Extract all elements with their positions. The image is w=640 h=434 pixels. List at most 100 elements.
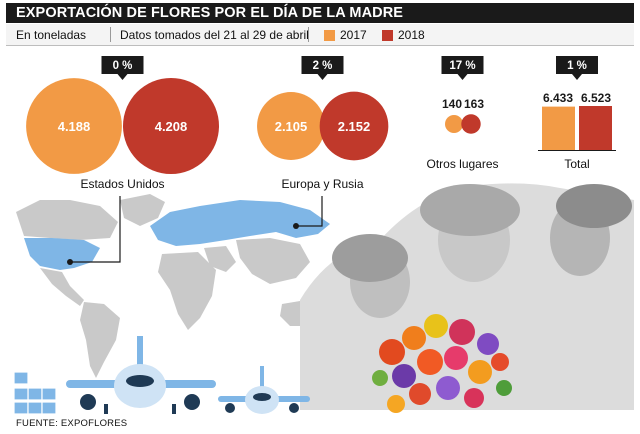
airplane-tail xyxy=(137,336,143,376)
value-2017-total: 6.433 xyxy=(543,91,573,105)
map-mexico-central-america xyxy=(40,268,84,306)
airplane-engine xyxy=(225,403,235,413)
bubble-2017-europa-rusia xyxy=(257,92,325,160)
chart-layer: 4.188 4.208 0 % Estados Unidos 2.105 2.152 2 %… xyxy=(26,56,616,191)
bubble-2018-estados-unidos xyxy=(123,78,219,174)
flower xyxy=(477,333,499,355)
map-asia xyxy=(236,238,310,284)
growth-badge-estados-unidos-box xyxy=(101,56,144,74)
growth-badge-europa-rusia-box xyxy=(301,56,344,74)
flower xyxy=(424,314,448,338)
category-label-estados-unidos: Estados Unidos xyxy=(80,177,164,191)
bubble-2018-europa-rusia xyxy=(319,91,389,161)
flower xyxy=(449,319,475,345)
flower xyxy=(436,376,460,400)
mother-children-photo xyxy=(300,183,634,410)
flower xyxy=(444,346,468,370)
value-2018-total: 6.523 xyxy=(581,91,611,105)
category-label-europa-rusia: Europa y Rusia xyxy=(281,177,363,191)
photo-father-hair xyxy=(556,184,632,228)
flower xyxy=(417,349,443,375)
flower xyxy=(409,383,431,405)
bubble-2017-estados-unidos xyxy=(26,78,122,174)
airplane-cockpit xyxy=(126,375,154,387)
date-range-label: Datos tomados del 21 al 29 de abril xyxy=(120,28,309,42)
value-2018-otros-lugares: 163 xyxy=(464,97,484,111)
callout-line-estados-unidos xyxy=(72,196,121,263)
value-2017-otros-lugares: 140 xyxy=(442,97,462,111)
map-middle-east xyxy=(204,246,236,272)
airplane-engine xyxy=(80,394,96,410)
airplane-engine xyxy=(289,403,299,413)
map-europe-russia xyxy=(150,200,330,246)
bar-2017-total xyxy=(542,106,575,150)
bubble-2017-otros-lugares xyxy=(445,115,463,133)
map-callouts xyxy=(67,196,323,265)
cargo-box xyxy=(27,401,43,415)
map-greenland xyxy=(120,194,165,226)
unit-label: En toneladas xyxy=(16,28,87,42)
growth-badge-total-pointer xyxy=(572,74,582,80)
airplane-wheel xyxy=(172,404,176,414)
growth-badge-otros-lugares-box xyxy=(441,56,484,74)
callout-dot-estados-unidos xyxy=(67,259,73,265)
growth-badge-total-label: 1 % xyxy=(567,60,587,72)
title-bar: EXPORTACIÓN DE FLORES POR EL DÍA DE LA M… xyxy=(6,3,634,23)
source-note: FUENTE: EXPOFLORES xyxy=(16,418,128,429)
value-2018-estados-unidos: 4.208 xyxy=(155,119,188,134)
flower xyxy=(379,339,405,365)
value-2017-estados-unidos: 4.188 xyxy=(58,119,91,134)
world-map xyxy=(16,194,330,378)
map-africa xyxy=(158,252,216,330)
subtitle-bar: En toneladas Datos tomados del 21 al 29 … xyxy=(6,24,634,46)
cargo-box xyxy=(41,387,57,401)
value-2018-europa-rusia: 2.152 xyxy=(338,119,371,134)
growth-badge-europa-rusia-label: 2 % xyxy=(313,60,333,72)
flower-bouquet-illustration xyxy=(372,314,512,413)
airplane-large-icon xyxy=(66,336,216,414)
map-south-america xyxy=(80,302,120,378)
legend-label-2017: 2017 xyxy=(340,28,367,42)
airplane-engine xyxy=(184,394,200,410)
growth-badge-estados-unidos-pointer xyxy=(117,74,128,80)
legend-swatch-2018 xyxy=(382,30,393,41)
category-label-otros-lugares: Otros lugares xyxy=(426,157,498,171)
airplane-small-icon xyxy=(218,366,310,414)
cargo-box xyxy=(13,387,29,401)
flower xyxy=(402,326,426,350)
flower xyxy=(392,364,416,388)
flower xyxy=(491,353,509,371)
value-2017-europa-rusia: 2.105 xyxy=(275,119,308,134)
growth-badge-estados-unidos-label: 0 % xyxy=(113,60,133,72)
cargo-box xyxy=(27,387,43,401)
airplane-wheel xyxy=(104,404,108,414)
growth-badge-otros-lugares-label: 17 % xyxy=(449,60,475,72)
bubble-2018-otros-lugares xyxy=(461,114,481,134)
map-usa xyxy=(24,238,100,270)
chart-title: EXPORTACIÓN DE FLORES POR EL DÍA DE LA M… xyxy=(16,5,404,21)
bar-2018-total xyxy=(579,106,612,150)
category-label-total: Total xyxy=(564,157,589,171)
map-canada xyxy=(16,200,118,240)
growth-badge-europa-rusia-pointer xyxy=(317,74,328,80)
callout-line-europa-rusia xyxy=(298,196,323,227)
divider xyxy=(110,27,111,42)
flower xyxy=(387,395,405,413)
flower xyxy=(496,380,512,396)
cargo-box xyxy=(13,371,29,385)
growth-badge-total-box xyxy=(556,56,598,74)
legend-swatch-2017 xyxy=(324,30,335,41)
cargo-box xyxy=(13,401,29,415)
divider xyxy=(308,27,309,42)
legend-label-2018: 2018 xyxy=(398,28,425,42)
airplane-tail xyxy=(260,366,264,394)
growth-badge-otros-lugares-pointer xyxy=(457,74,468,80)
flower xyxy=(464,388,484,408)
photo-child-hair xyxy=(332,234,408,282)
flower xyxy=(372,370,388,386)
airplane-cockpit xyxy=(253,393,271,401)
flower xyxy=(468,360,492,384)
callout-dot-europa-rusia xyxy=(293,223,299,229)
cargo-boxes-illustration xyxy=(13,371,57,415)
